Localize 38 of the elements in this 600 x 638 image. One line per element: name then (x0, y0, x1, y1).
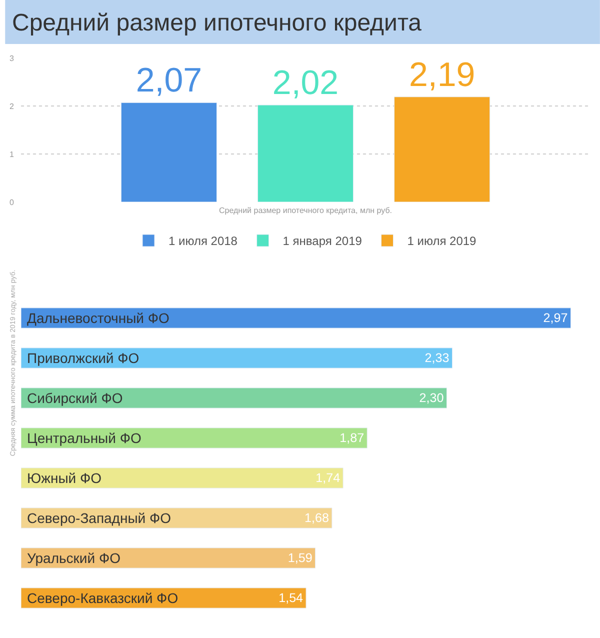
data-label: 1,59 (288, 550, 312, 565)
x-axis-title: Средний размер ипотечного кредита, млн руб. (219, 206, 392, 215)
bar (21, 508, 332, 528)
y-tick-label: Северо-Кавказский ФО (27, 590, 178, 606)
data-label: 1,54 (278, 590, 304, 605)
y-tick-label: Сибирский ФО (27, 390, 123, 406)
y-tick-label: Центральный ФО (27, 430, 142, 446)
bar (21, 308, 572, 328)
y-tick-label: Приволжский ФО (27, 350, 140, 366)
bar (21, 548, 316, 568)
bar (394, 96, 490, 202)
y-tick-label: Дальневосточный ФО (27, 310, 170, 326)
y-tick-label: Северо-Западный ФО (27, 510, 172, 526)
data-label: 1,87 (340, 430, 364, 445)
bar (21, 468, 344, 488)
legend-label: 1 июля 2019 (407, 234, 477, 248)
bar (257, 104, 354, 202)
data-label: 1,68 (304, 510, 329, 525)
chart-title: Средний размер ипотечного кредита (12, 9, 422, 36)
y-tick-label: 1 (10, 150, 15, 159)
data-label: 1,74 (316, 470, 340, 485)
y-tick-label: Южный ФО (27, 470, 102, 486)
bar (120, 102, 217, 202)
bar (21, 348, 453, 368)
y-tick-label: Уральский ФО (27, 550, 121, 566)
y-tick-label: 2 (10, 102, 15, 111)
y-tick-label: 0 (10, 198, 15, 207)
legend-label: 1 января 2019 (282, 234, 362, 248)
y-tick-label: 3 (10, 54, 15, 63)
data-label: 2,30 (419, 390, 444, 405)
bar (21, 388, 447, 408)
legend-label: 1 июля 2018 (168, 234, 238, 248)
data-label: 2,02 (272, 64, 339, 102)
data-label: 2,33 (424, 350, 450, 365)
bar (21, 428, 368, 448)
data-label: 2,97 (543, 310, 568, 325)
data-label: 2,19 (408, 56, 476, 94)
data-label: 2,07 (136, 62, 202, 100)
